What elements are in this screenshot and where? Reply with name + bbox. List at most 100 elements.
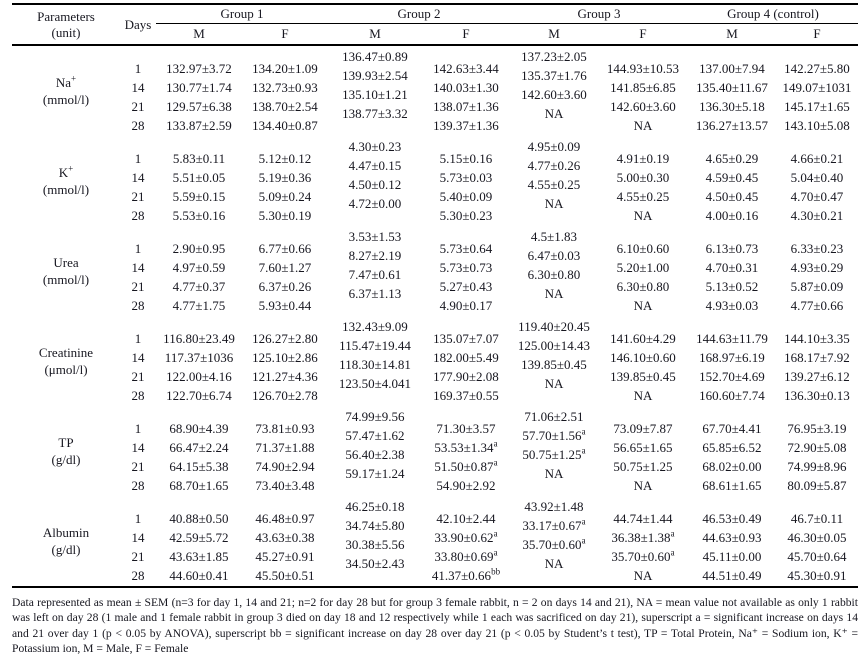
value-column-g1m: 2.90±0.95 4.97±0.59 4.77±0.37 4.77±1.75 [156, 226, 242, 316]
cell-value: 137.23±2.05 [521, 49, 587, 64]
cell-value: 46.25±0.18 [345, 499, 405, 514]
value-column-g3m: 4.5±1.83 6.47±0.03 6.30±0.80 NA [510, 226, 598, 316]
value-column-g4f: 142.27±5.80 149.07±1031 145.17±1.65 143.10±… [776, 46, 858, 136]
cell-value: NA [633, 208, 653, 223]
cell-value: 5.83±0.11 [172, 151, 226, 166]
cell-value: 116.80±23.49 [163, 331, 235, 346]
header-group3-male: M [548, 26, 560, 41]
value-column-g1m: 132.97±3.72 130.77±1.74 129.57±6.38 133.87±… [156, 46, 242, 136]
cell-value: 4.70±0.47 [790, 189, 844, 204]
cell-value: 5.87±0.09 [790, 279, 844, 294]
cell-value: 4.5±1.83 [530, 229, 578, 244]
cell-value: 137.00±7.94 [699, 61, 765, 76]
cell-value: 68.70±1.65 [169, 478, 229, 493]
days-column: 1 14 21 28 [120, 496, 156, 586]
parameter-label: Na+ (mmol/l) [12, 46, 120, 136]
cell-value: 42.59±5.72 [169, 530, 229, 545]
parameter-label: K+ (mmol/l) [12, 136, 120, 226]
cell-value: 136.47±0.89 [342, 49, 408, 64]
cell-value: 119.40±20.45 [518, 319, 590, 334]
cell-value: 144.63±11.79 [696, 331, 768, 346]
value-column-g1f: 73.81±0.93 71.37±1.88 74.90±2.94 73.40±3.48 [242, 406, 328, 496]
cell-value: 6.47±0.03 [527, 248, 581, 263]
value-column-g2m: 46.25±0.18 34.74±5.80 30.38±5.56 34.50±2.43 [328, 496, 422, 586]
cell-value: 72.90±5.08 [787, 440, 847, 455]
value-column-g3f: 73.09±7.87 56.65±1.65 50.75±1.25 NA [598, 406, 688, 496]
header-group-3: Group 3 [510, 5, 688, 24]
parameter-unit: (g/dl) [51, 452, 81, 467]
table-footnote: Data represented as mean ± SEM (n=3 for … [12, 596, 858, 655]
cell-value: 67.70±4.41 [702, 421, 762, 436]
cell-value: 144.10±3.35 [784, 331, 850, 346]
days-column: 1 14 21 28 [120, 226, 156, 316]
day-label: 21 [131, 369, 145, 384]
value-column-g1m: 116.80±23.49 117.37±1036 122.00±4.16 122.70… [156, 316, 242, 406]
cell-value: 45.70±0.64 [787, 549, 847, 564]
cell-value: 50.75±1.25 [613, 459, 673, 474]
cell-value: 57.47±1.62 [345, 428, 405, 443]
value-column-g2f: 42.10±2.44 33.90±0.62a 33.80±0.69a 41.37±0.… [422, 496, 510, 586]
parameter-unit: (mmol/l) [42, 272, 90, 287]
cell-value: NA [633, 388, 653, 403]
cell-value: 4.72±0.00 [348, 196, 402, 211]
cell-value: 136.30±0.13 [784, 388, 850, 403]
cell-value: 5.15±0.16 [439, 151, 493, 166]
parameter-block-3: Creatinine (μmol/l) 1 14 21 28 116.80±23.49 117… [12, 316, 858, 406]
cell-value: 68.90±4.39 [169, 421, 229, 436]
cell-value: 4.97±0.59 [172, 260, 226, 275]
day-label: 28 [131, 478, 145, 493]
cell-value: 145.17±1.65 [784, 99, 850, 114]
cell-value: 4.50±0.45 [705, 189, 759, 204]
cell-value: 5.27±0.43 [439, 279, 493, 294]
cell-value: 4.55±0.25 [527, 177, 581, 192]
cell-value: 65.85±6.52 [702, 440, 762, 455]
parameter-name: Albumin [42, 525, 90, 540]
days-column: 1 14 21 28 [120, 136, 156, 226]
cell-value: NA [633, 118, 653, 133]
value-column-g4f: 4.66±0.21 5.04±0.40 4.70±0.47 4.30±0.21 [776, 136, 858, 226]
parameter-label: Urea (mmol/l) [12, 226, 120, 316]
cell-value: 4.47±0.15 [348, 158, 402, 173]
cell-value: 4.77±0.26 [527, 158, 581, 173]
cell-value: 5.53±0.16 [172, 208, 226, 223]
cell-value: 46.53±0.49 [702, 511, 762, 526]
value-column-g3f: 4.91±0.19 5.00±0.30 4.55±0.25 NA [598, 136, 688, 226]
value-column-g2m: 136.47±0.89 139.93±2.54 135.10±1.21 138.77±… [328, 46, 422, 136]
parameter-unit: (μmol/l) [44, 362, 88, 377]
value-column-g3f: 44.74±1.44 36.38±1.38a 35.70±0.60a NA [598, 496, 688, 586]
cell-value: 136.27±13.57 [695, 118, 769, 133]
value-column-g4f: 144.10±3.35 168.17±7.92 139.27±6.12 136.30±… [776, 316, 858, 406]
cell-value: NA [544, 556, 564, 571]
cell-value: 182.00±5.49 [433, 350, 499, 365]
cell-value: 5.04±0.40 [790, 170, 844, 185]
header-group3-female: F [639, 26, 647, 41]
parameter-name: Creatinine [38, 345, 94, 360]
cell-value: 45.27±0.91 [255, 549, 315, 564]
parameter-name: K+ [58, 163, 74, 180]
cell-value: 5.13±0.52 [705, 279, 759, 294]
days-column: 1 14 21 28 [120, 406, 156, 496]
cell-value: 134.40±0.87 [252, 118, 318, 133]
cell-value: 5.73±0.03 [439, 170, 493, 185]
cell-value: 51.50±0.87a [434, 457, 498, 474]
header-days: Days [124, 16, 152, 32]
day-label: 1 [134, 511, 142, 526]
value-column-g1f: 134.20±1.09 132.73±0.93 138.70±2.54 134.40±… [242, 46, 328, 136]
cell-value: NA [544, 286, 564, 301]
cell-value: 121.27±4.36 [252, 369, 318, 384]
cell-value: 5.12±0.12 [258, 151, 312, 166]
cell-value: 4.93±0.03 [705, 298, 759, 313]
cell-value: 152.70±4.69 [699, 369, 765, 384]
parameter-block-5: Albumin (g/dl) 1 14 21 28 40.88±0.50 42.59±5.72… [12, 496, 858, 586]
cell-value: 56.65±1.65 [613, 440, 673, 455]
cell-value: 160.60±7.74 [699, 388, 765, 403]
header-group-4: Group 4 (control) [688, 5, 858, 24]
cell-value: 33.17±0.67a [522, 516, 586, 533]
cell-value: 5.30±0.23 [439, 208, 493, 223]
value-column-g4m: 144.63±11.79 168.97±6.19 152.70±4.69 160.60… [688, 316, 776, 406]
parameter-unit: (mmol/l) [42, 182, 90, 197]
cell-value: 139.85±0.45 [610, 369, 676, 384]
cell-value: 4.77±1.75 [172, 298, 226, 313]
cell-value: 122.70±6.74 [166, 388, 232, 403]
cell-value: 6.10±0.60 [616, 241, 670, 256]
